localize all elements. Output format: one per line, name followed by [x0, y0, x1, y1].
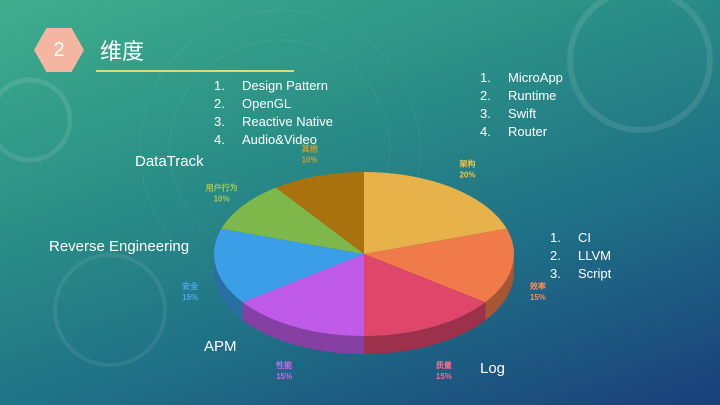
slice-value-label: 15% [276, 372, 292, 381]
pie-side-安全 [214, 254, 243, 321]
label-reverse-engineering: Reverse Engineering [49, 238, 190, 255]
list-item: 2. OpenGL [214, 96, 292, 111]
pie-slice-安全 [214, 228, 364, 303]
list-item: 3. Script [550, 266, 612, 281]
slice-name-label: 质量 [436, 360, 452, 370]
slice-name-label: 其他 [302, 143, 318, 153]
list-item: 4. Router [480, 124, 548, 139]
slice-name-label: 用户行为 [205, 183, 238, 193]
pie-side-效率 [485, 254, 514, 321]
list-item: 3. Swift [480, 106, 537, 121]
list-item: 2. Runtime [480, 88, 557, 103]
pie-slice-用户行为 [221, 187, 364, 254]
slice-value-label: 20% [459, 171, 475, 180]
slide-number: 2 [53, 38, 65, 61]
title-underline [96, 70, 294, 72]
list-item: 4. Audio&Video [214, 132, 317, 147]
pie-slice-架构 [364, 172, 507, 254]
list-right: 1. MicroApp 2. Runtime 3. Swift 4. Router [480, 69, 563, 141]
slice-value-label: 15% [436, 372, 452, 381]
list-item: 1. CI [550, 230, 591, 245]
slice-value-label: 15% [182, 293, 198, 302]
pie-slice-性能 [242, 254, 364, 336]
label-apm: APM [204, 338, 237, 355]
slice-name-label: 安全 [182, 281, 199, 291]
list-item: 1. Design Pattern [214, 78, 328, 93]
label-datatrack: DataTrack [135, 153, 204, 170]
slice-name-label: 效率 [530, 281, 546, 291]
slide-title: 维度 [100, 39, 145, 64]
slice-value-label: 15% [530, 293, 546, 302]
list-top: 1. Design Pattern 2. OpenGL 3. Reactive Nat… [214, 77, 333, 149]
slice-value-label: 10% [214, 195, 230, 204]
pie-side-质量 [364, 302, 486, 354]
pie-side-性能 [242, 302, 364, 354]
list-item: 2. LLVM [550, 248, 611, 263]
pie-slice-质量 [364, 254, 486, 336]
list-efficiency: 1. CI 2. LLVM 3. Script [550, 229, 611, 283]
pie-slice-其他 [275, 172, 364, 254]
pie-slice-效率 [364, 228, 514, 303]
label-log: Log [480, 360, 506, 377]
list-item: 3. Reactive Native [214, 114, 334, 129]
list-item: 1. MicroApp [480, 70, 563, 85]
slice-name-label: 性能 [276, 360, 292, 370]
slice-name-label: 架构 [458, 159, 475, 169]
slice-value-label: 10% [302, 155, 318, 164]
